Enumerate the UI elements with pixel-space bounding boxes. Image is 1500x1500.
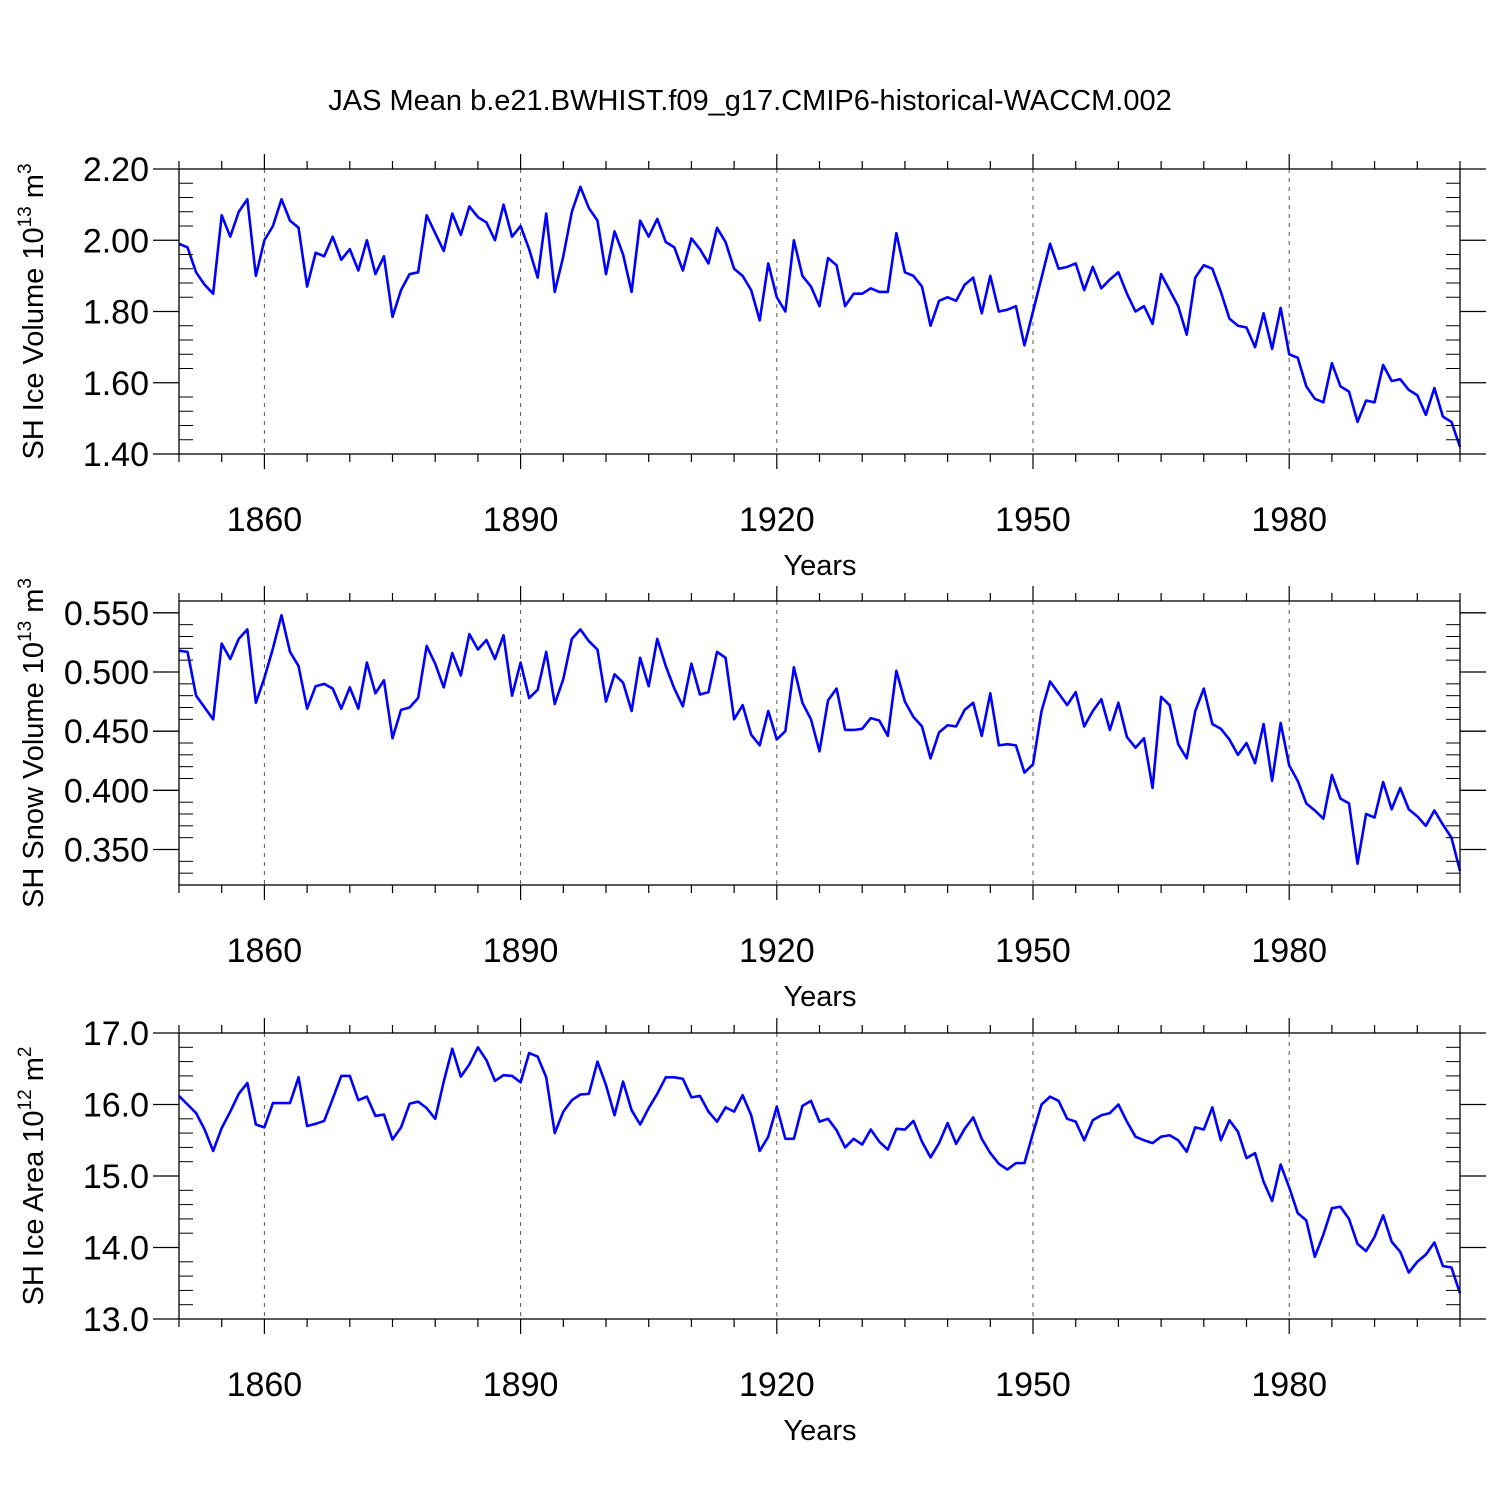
- x-tick-label: 1920: [739, 1366, 815, 1404]
- plot-frame: [178, 1032, 1461, 1320]
- chart-title: JAS Mean b.e21.BWHIST.f09_g17.CMIP6-hist…: [328, 85, 1171, 117]
- y-tick-label: 0.550: [64, 595, 149, 633]
- y-axis-title: SH Ice Volume 1013 m3: [15, 163, 50, 459]
- x-tick-label: 1890: [483, 501, 559, 539]
- x-axis-title: Years: [783, 981, 856, 1013]
- x-axis-title: Years: [783, 550, 856, 582]
- x-tick-label: 1890: [483, 1366, 559, 1404]
- x-tick-label: 1860: [227, 1366, 303, 1404]
- y-tick-label: 1.40: [83, 436, 149, 474]
- series-line: [178, 185, 1462, 448]
- x-tick-label: 1860: [227, 501, 303, 539]
- series-line: [178, 1046, 1462, 1294]
- panels: 1.40 1.60 1.80 2.00 2.20 1860 1890 1920 1950 1980…: [15, 151, 1486, 1447]
- y-axis-title-exponent: 13: [15, 621, 36, 642]
- plot-frame: [178, 168, 1461, 455]
- x-tick-label: 1920: [739, 501, 815, 539]
- y-axis-title-exponent: 3: [15, 578, 36, 589]
- panel-ice-area: 13.0 14.0 15.0 16.0 17.0 1860 1890 1920 1950 1980…: [15, 1015, 1486, 1447]
- x-tick-label: 1980: [1251, 932, 1327, 970]
- series-line: [178, 613, 1462, 872]
- y-tick-label: 0.450: [64, 713, 149, 751]
- y-axis-title-text: m: [18, 589, 50, 621]
- y-axis-title-text: SH Snow Volume 10: [18, 642, 50, 908]
- y-axis-title-exponent: 2: [15, 1047, 36, 1058]
- x-tick-label: 1980: [1251, 501, 1327, 539]
- y-tick-label: 2.20: [83, 151, 149, 189]
- x-axis-title: Years: [783, 1415, 856, 1447]
- x-tick-label: 1980: [1251, 1366, 1327, 1404]
- y-tick-label: 15.0: [83, 1158, 149, 1196]
- x-tick-label: 1860: [227, 932, 303, 970]
- y-tick-label: 16.0: [83, 1087, 149, 1125]
- y-axis-title-text: SH Ice Area 10: [18, 1110, 50, 1305]
- x-tick-label: 1950: [995, 932, 1071, 970]
- x-tick-label: 1950: [995, 501, 1071, 539]
- y-axis-title: SH Snow Volume 1013 m3: [15, 578, 50, 908]
- y-tick-label: 0.350: [64, 832, 149, 870]
- y-tick-label: 2.00: [83, 222, 149, 260]
- x-tick-label: 1920: [739, 932, 815, 970]
- panel-snow-volume: 0.350 0.400 0.450 0.500 0.550 1860 1890 1920 195…: [15, 578, 1486, 1013]
- panel-ice-volume: 1.40 1.60 1.80 2.00 2.20 1860 1890 1920 1950 1980…: [15, 151, 1486, 582]
- y-tick-label: 13.0: [83, 1301, 149, 1339]
- y-tick-label: 1.80: [83, 294, 149, 332]
- y-axis-title-text: SH Ice Volume 10: [18, 227, 50, 459]
- y-tick-label: 1.60: [83, 365, 149, 403]
- y-axis-title-exponent: 3: [15, 163, 36, 174]
- y-tick-label: 0.400: [64, 772, 149, 810]
- y-axis-title-exponent: 13: [15, 206, 36, 227]
- x-tick-label: 1890: [483, 932, 559, 970]
- y-tick-label: 14.0: [83, 1230, 149, 1268]
- plot-frame: [178, 600, 1461, 886]
- x-tick-label: 1950: [995, 1366, 1071, 1404]
- y-tick-label: 0.500: [64, 654, 149, 692]
- y-axis-title: SH Ice Area 1012 m2: [15, 1047, 50, 1306]
- y-tick-label: 17.0: [83, 1015, 149, 1053]
- y-axis-title-exponent: 12: [15, 1089, 36, 1110]
- y-axis-title-text: m: [18, 174, 50, 206]
- y-axis-title-text: m: [18, 1057, 50, 1089]
